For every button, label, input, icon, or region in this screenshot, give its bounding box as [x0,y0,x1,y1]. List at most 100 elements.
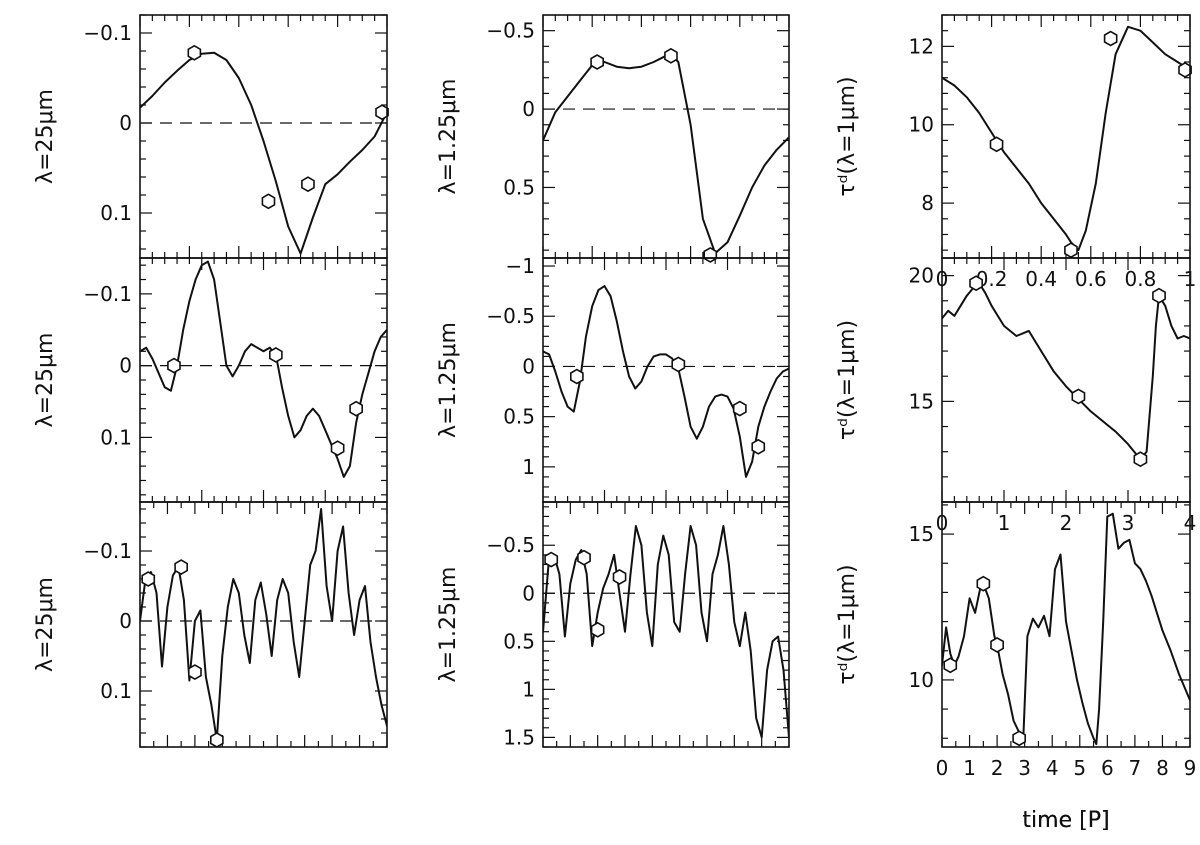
data-marker [330,440,345,457]
panel-col2-row2: −1 −0.5 0 0.5 1 λ=1.25μm [436,254,790,503]
plot-frame [941,501,1191,748]
data-marker [544,551,559,568]
data-marker [703,246,718,263]
y-tick-label: 12 [909,34,934,58]
x-tick-label: 1 [998,511,1011,535]
data-marker [751,438,766,455]
x-tick-label: 8 [1156,756,1169,780]
y-tick-label: 0.1 [100,201,132,225]
data-marker [943,657,958,674]
data-marker [141,571,156,587]
data-marker [1152,287,1166,304]
data-marker [664,47,678,64]
y-tick-label: −0.1 [83,21,132,45]
panel-col1-row1: −0.1 0 0.1 λ=25μm [33,14,389,259]
panel-col1-row2: −0.5 0 0.5 λ=1.25μm [436,14,790,263]
plot-frame [139,501,388,748]
data-marker [577,549,591,566]
panel-col3-row1: −0.1 0 0.1 λ=25μm [33,501,388,748]
y-tick-label: −0.1 [83,539,132,563]
data-marker [969,275,984,292]
y-tick-label: 0 [119,111,132,135]
series-line [942,25,1190,252]
x-axis-label: time [P] [1022,808,1109,833]
panel-col2-row1: −0.1 0 0.1 λ=25μm [33,257,388,503]
x-tick-label: 5 [1073,756,1086,780]
series-line [543,53,789,255]
y-tick-label: 0 [522,354,535,378]
plot-frame [139,14,388,259]
data-marker [1071,388,1086,405]
series-line [942,282,1190,461]
plot-frame [941,14,1191,259]
data-marker [188,664,202,681]
x-tick-label: 2 [1060,511,1073,535]
y-tick-label: 1 [522,677,535,701]
series-line [140,51,387,255]
y-tick-label: 0 [119,609,132,633]
y-axis-label: λ=25μm [33,333,58,428]
series-line [543,285,789,478]
y-tick-label: −0.5 [486,19,535,43]
y-axis-label: τᵈ(λ=1μm) [835,564,860,684]
data-marker [976,575,991,592]
x-tick-label: 2 [991,756,1004,780]
y-tick-label: −0.5 [486,533,535,557]
y-tick-label: 0.1 [100,425,132,449]
x-tick-label: 9 [1184,756,1197,780]
x-axis-label: time [P] [1022,808,1109,833]
y-tick-label: 0 [119,354,132,378]
data-marker [1012,730,1026,747]
data-marker [732,400,747,417]
x-tick-label: 0.4 [1025,267,1057,291]
y-axis-label: λ=1.25μm [436,567,461,683]
y-tick-label: 1.5 [503,725,535,749]
x-tick-label: 0 [936,756,949,780]
y-tick-label: 0.5 [503,405,535,429]
data-marker [590,621,605,638]
x-tick-label: 7 [1129,756,1142,780]
x-tick-label: 0.8 [1124,267,1156,291]
x-tick-label: 6 [1101,756,1114,780]
data-marker [671,356,686,373]
data-marker [1133,451,1148,468]
y-tick-label: 0.5 [503,175,535,199]
data-marker [210,732,224,748]
data-marker [569,368,584,385]
y-axis-label: λ=1.25μm [436,79,461,195]
x-tick-label: 1 [963,756,976,780]
y-tick-label: 0 [522,97,535,121]
data-marker [1103,30,1118,47]
data-marker [375,104,389,121]
data-marker [187,44,202,61]
y-tick-label: 15 [909,522,934,546]
series-line [140,508,387,741]
y-axis-label: λ=25μm [33,89,58,184]
x-tick-label: 3 [1018,756,1031,780]
series-line [140,260,387,478]
x-tick-label: 0.6 [1075,267,1107,291]
y-axis-label: λ=25μm [33,577,58,672]
data-marker [174,559,188,576]
y-tick-label: 10 [909,113,934,137]
y-tick-label: 0 [522,581,535,605]
y-tick-label: 1 [522,455,535,479]
x-tick-label: 4 [1046,756,1059,780]
x-tick-label: 3 [1122,511,1135,535]
data-marker [167,357,181,374]
y-tick-label: −0.5 [486,304,535,328]
y-tick-label: 8 [921,191,934,215]
plot-frame [542,501,790,748]
x-axis-label: time [P] [1022,808,1109,833]
y-tick-label: 0.5 [503,629,535,653]
y-axis-label: τᵈ(λ=1μm) [835,76,860,196]
data-marker [590,54,605,70]
data-marker [349,400,364,417]
y-tick-label: 10 [909,668,934,692]
data-marker [990,636,1005,653]
series-line [942,512,1190,746]
